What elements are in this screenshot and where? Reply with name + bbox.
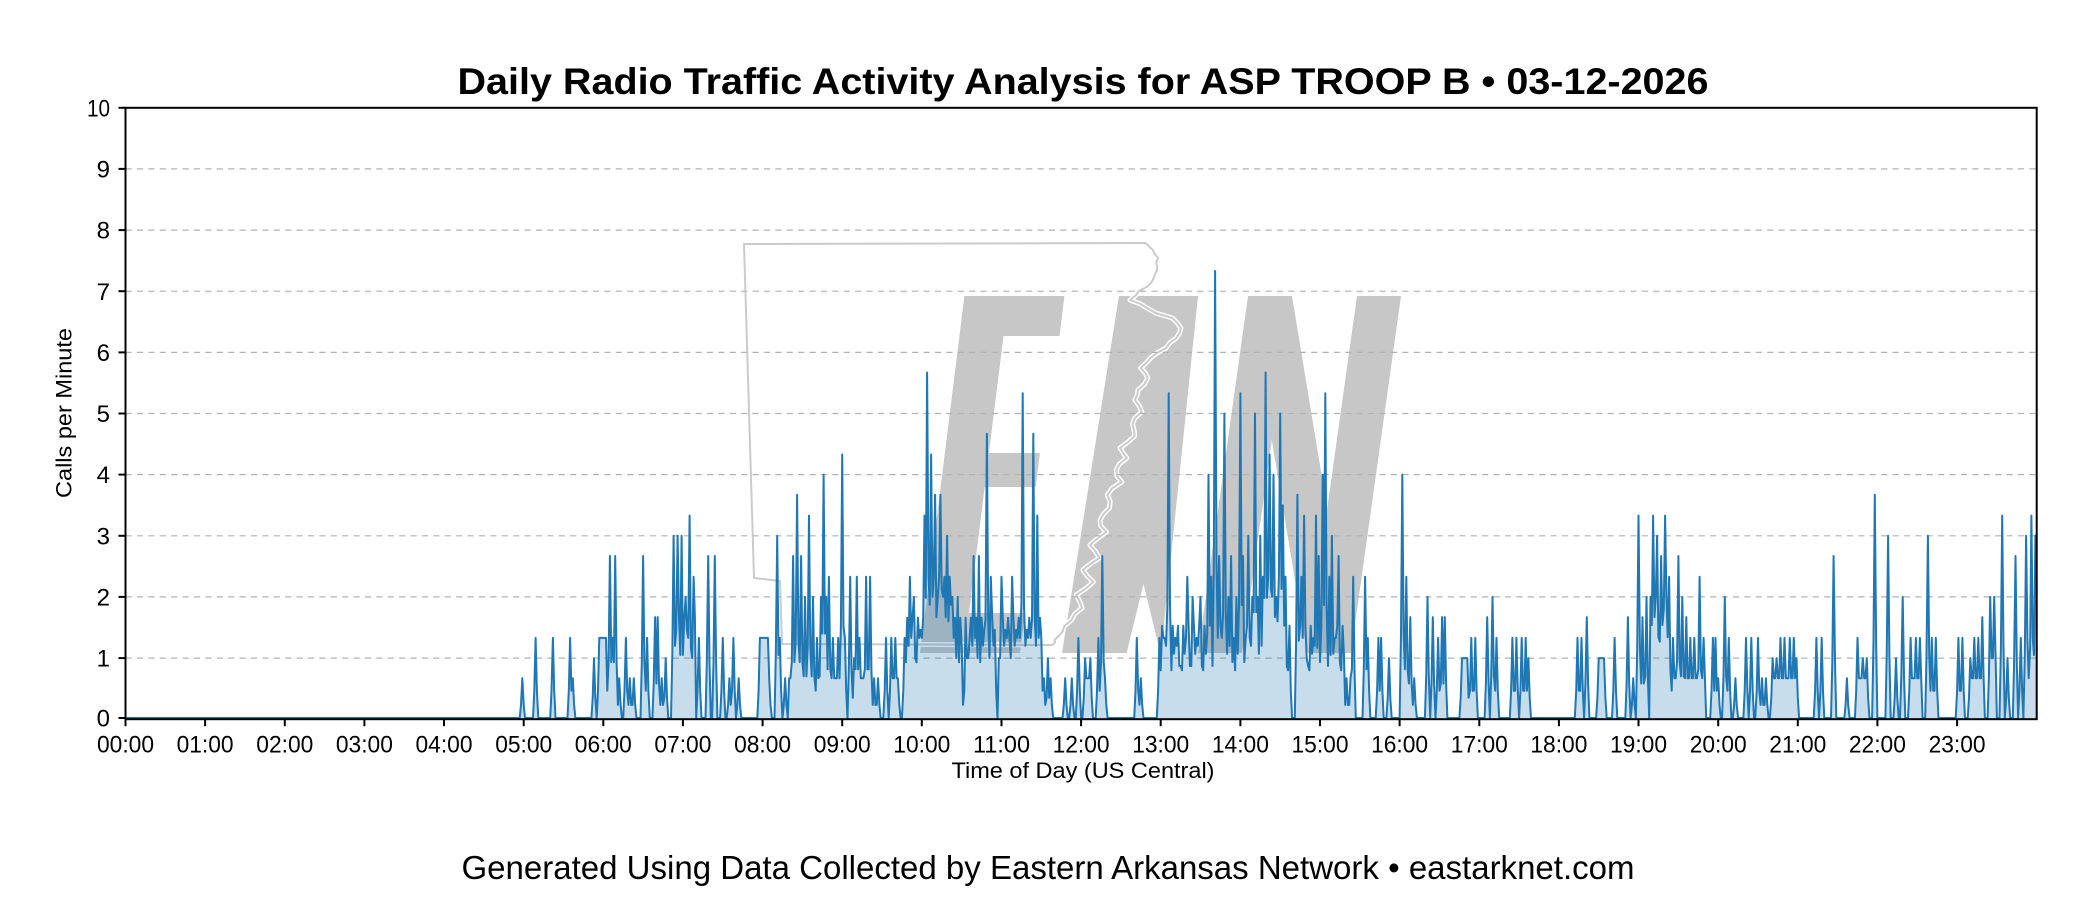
svg-text:05:00: 05:00: [495, 732, 552, 759]
svg-text:16:00: 16:00: [1371, 732, 1428, 759]
svg-text:Time of Day (US Central): Time of Day (US Central): [952, 758, 1215, 783]
svg-text:15:00: 15:00: [1292, 732, 1349, 759]
svg-text:Calls per Minute: Calls per Minute: [52, 328, 77, 498]
svg-text:4: 4: [97, 462, 110, 489]
svg-text:03:00: 03:00: [336, 732, 393, 759]
svg-text:0: 0: [97, 706, 110, 733]
svg-text:08:00: 08:00: [734, 732, 791, 759]
svg-text:17:00: 17:00: [1451, 732, 1508, 759]
svg-text:12:00: 12:00: [1053, 732, 1110, 759]
svg-text:10:00: 10:00: [893, 732, 950, 759]
svg-text:19:00: 19:00: [1610, 732, 1667, 759]
svg-text:2: 2: [97, 585, 110, 612]
svg-text:20:00: 20:00: [1690, 732, 1747, 759]
svg-text:23:00: 23:00: [1929, 732, 1986, 759]
svg-text:Generated Using Data Collected: Generated Using Data Collected by Easter…: [462, 849, 1635, 886]
svg-text:00:00: 00:00: [97, 732, 154, 759]
svg-text:14:00: 14:00: [1212, 732, 1269, 759]
svg-text:18:00: 18:00: [1530, 732, 1587, 759]
svg-text:01:00: 01:00: [177, 732, 234, 759]
svg-text:5: 5: [97, 401, 110, 428]
svg-text:21:00: 21:00: [1769, 732, 1826, 759]
svg-text:8: 8: [97, 218, 110, 245]
svg-text:Daily Radio Traffic Activity A: Daily Radio Traffic Activity Analysis fo…: [458, 61, 1709, 102]
svg-text:7: 7: [97, 279, 110, 306]
svg-text:6: 6: [97, 340, 110, 367]
svg-text:02:00: 02:00: [256, 732, 313, 759]
svg-text:06:00: 06:00: [575, 732, 632, 759]
svg-text:07:00: 07:00: [654, 732, 711, 759]
svg-text:3: 3: [97, 523, 110, 550]
svg-text:9: 9: [97, 157, 110, 184]
svg-text:11:00: 11:00: [973, 732, 1030, 759]
svg-text:13:00: 13:00: [1132, 732, 1189, 759]
svg-text:04:00: 04:00: [416, 732, 473, 759]
svg-text:09:00: 09:00: [814, 732, 871, 759]
svg-text:22:00: 22:00: [1849, 732, 1906, 759]
svg-text:10: 10: [87, 95, 110, 122]
svg-text:1: 1: [97, 646, 110, 673]
